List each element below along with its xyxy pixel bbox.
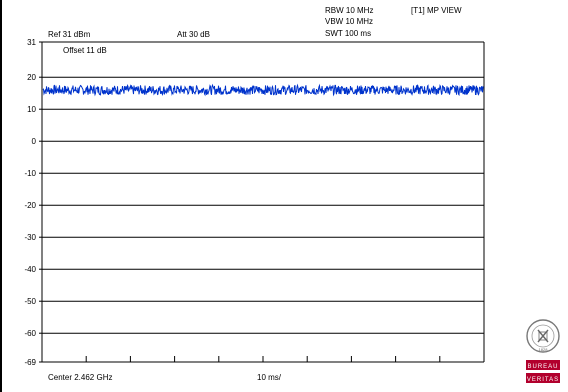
offset-label: Offset 11 dB <box>63 46 107 55</box>
attenuation-label: Att 30 dB <box>177 30 210 39</box>
axis-tick-labels: 31 20 10 0 -10 -20 -30 -40 -50 -60 -69 <box>24 38 36 367</box>
trace-mode-label: [T1] MP VIEW <box>411 6 462 15</box>
center-frequency-label: Center 2.462 GHz <box>48 373 113 382</box>
y-tick-label: 31 <box>27 38 36 47</box>
y-tick-label: -60 <box>24 329 36 338</box>
logo-line2: VERITAS <box>527 377 559 383</box>
rbw-label: RBW 10 MHz <box>325 6 374 15</box>
y-tick-label: -50 <box>24 297 36 306</box>
grid-layer <box>39 41 485 363</box>
y-tick-label: -20 <box>24 201 36 210</box>
trace-line <box>42 83 484 97</box>
y-tick-label: -69 <box>24 358 36 367</box>
y-tick-label: 20 <box>27 73 36 82</box>
bureau-veritas-logo: 1828 BUREAU VERITAS <box>526 319 560 383</box>
swt-label: SWT 100 ms <box>325 29 372 38</box>
y-tick-label: 0 <box>32 137 37 146</box>
y-tick-label: -10 <box>24 169 36 178</box>
logo-year: 1828 <box>539 347 549 352</box>
sweep-time-per-div-label: 10 ms/ <box>257 373 282 382</box>
y-tick-label: 10 <box>27 105 36 114</box>
logo-line1: BUREAU <box>527 364 558 370</box>
y-tick-label: -30 <box>24 233 36 242</box>
vbw-label: VBW 10 MHz <box>325 17 374 26</box>
left-border-line <box>0 0 2 392</box>
ref-level-label: Ref 31 dBm <box>48 30 91 39</box>
y-tick-label: -40 <box>24 265 36 274</box>
